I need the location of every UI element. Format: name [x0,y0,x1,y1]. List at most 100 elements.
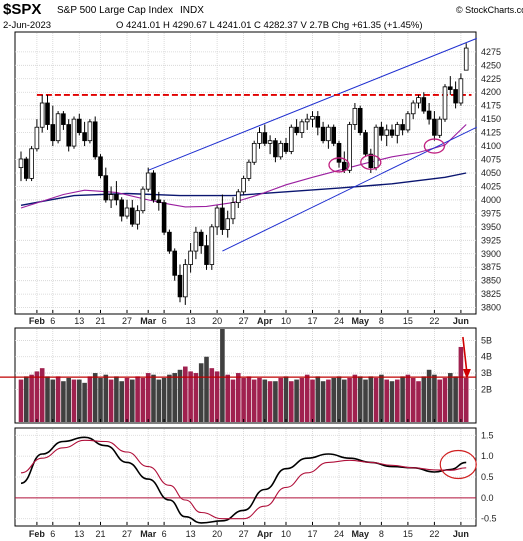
volume-bar [458,346,464,422]
volume-bar [214,371,220,422]
candle-body [421,97,427,112]
candle-body [405,113,411,131]
candle-body [161,202,167,233]
candle-body [373,126,379,169]
axes-layer: Feb Feb 6 6 13 13 21 21 27 27 Mar Mar 6 6 13 13 20 20 27 27… [29,47,501,539]
volume-bar [352,374,358,422]
x-tick-label: 27 [239,316,249,326]
volume-bar [177,369,183,422]
candle-body [124,207,130,217]
candle-body [463,47,469,71]
volume-layer [0,329,476,422]
highlight-ellipse [328,157,350,173]
x-tick-label: 21 [95,316,105,326]
volume-bar [400,376,405,422]
candle-body [129,207,135,225]
price-tick-label: 4125 [481,128,501,138]
x-tick-label: 10 [281,529,291,539]
volume-bar [299,377,305,422]
candle-body [18,158,24,169]
volume-bar [379,374,384,422]
candle-body [426,110,432,120]
x-tick-label: 27 [122,529,132,539]
price-tick-label: 3975 [481,208,501,218]
candle-body [458,78,464,104]
x-tick-label: Mar [140,316,157,326]
volume-tick-label: 4B [481,352,492,362]
x-tick-label: Jun [453,316,469,326]
volume-bar [24,376,29,422]
x-tick-label: 6 [162,316,167,326]
x-tick-label: 8 [379,529,384,539]
quote-date: 2-Jun-2023 [3,20,51,31]
volume-bar [310,379,315,422]
candle-body [204,245,209,265]
candle-body [283,142,289,152]
volume-bar [130,379,135,422]
x-tick-label: 10 [281,316,291,326]
candle-body [45,102,50,125]
highlight-ellipse [360,154,382,170]
volume-bar [198,363,204,422]
volume-bar [432,374,437,422]
price-tick-label: 4200 [481,87,501,97]
candle-body [151,172,156,201]
volume-bar [82,382,87,422]
volume-bar [45,376,50,422]
x-tick-label: 15 [403,529,413,539]
x-tick-label: Feb [29,316,46,326]
volume-bar [395,379,400,422]
volume-bar [220,329,225,422]
volume-bar [241,377,246,422]
candle-body [193,231,199,252]
volume-bar [77,379,82,422]
volume-bar [331,377,336,422]
volume-bar [66,377,71,422]
macd-layer [15,436,477,524]
volume-bar [373,377,379,422]
candle-body [198,231,204,247]
candle-body [135,210,140,225]
volume-bar [368,376,374,422]
volume-bar [315,376,321,422]
volume-bar [18,379,24,422]
volume-bar [257,377,262,422]
x-tick-label: Jun [453,529,469,539]
x-tick-label: 17 [307,316,317,326]
candle-body [98,156,103,177]
volume-bar [437,379,442,422]
candle-body [50,124,56,142]
candle-body [214,207,220,228]
candle-body [209,226,215,265]
volume-bar [405,374,411,422]
volume-bar [246,376,252,422]
candle-body [172,250,178,276]
ma-long-line [20,172,467,206]
price-tick-label: 4175 [481,101,501,111]
candle-body [220,207,225,230]
volume-bar [161,377,167,422]
volume-bar [50,379,56,422]
candle-body [262,132,268,144]
volume-bar [108,379,114,422]
volume-bar [114,376,119,422]
volume-bar [39,368,45,422]
candle-body [299,121,305,134]
x-tick-label: 27 [239,529,249,539]
volume-tick-label: 3B [481,368,492,378]
candle-body [82,132,87,142]
trend-channel-line [148,37,477,171]
volume-bar [151,374,156,422]
macd-tick-label: 1.0 [481,451,494,461]
candle-body [145,172,151,190]
volume-bar [304,374,310,422]
volume-bar [363,379,368,422]
volume-bar [289,381,294,422]
volume-bar [145,373,151,422]
x-tick-label: Apr [257,316,273,326]
candle-body [453,89,458,104]
volume-bar [267,381,273,422]
candle-body [363,132,368,155]
candle-body [257,132,262,144]
